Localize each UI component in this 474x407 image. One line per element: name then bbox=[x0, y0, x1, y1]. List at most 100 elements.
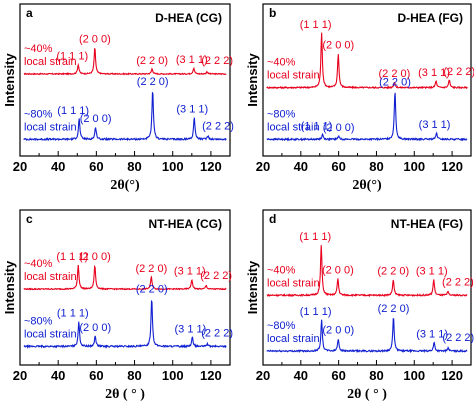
peak-label: (2 2 2) bbox=[200, 270, 232, 282]
strain-value-label: ~80% bbox=[267, 320, 296, 332]
x-tick-label: 20 bbox=[256, 368, 270, 383]
strain-text-label: local strain bbox=[24, 121, 77, 133]
peak-label: (1 1 1) bbox=[56, 51, 88, 63]
panel-title: NT-HEA (CG) bbox=[148, 217, 222, 231]
peak-label: (2 2 2) bbox=[201, 55, 233, 67]
peak-label: (2 2 0) bbox=[378, 303, 410, 315]
peak-label: (2 0 0) bbox=[79, 34, 111, 46]
peak-label: (2 2 0) bbox=[136, 55, 168, 67]
peak-label: (3 1 1) bbox=[174, 323, 206, 335]
y-axis-label: Intensity bbox=[245, 260, 260, 314]
panel-letter: b bbox=[269, 6, 276, 20]
peak-label: (2 2 2) bbox=[442, 332, 474, 344]
x-tick-label: 120 bbox=[200, 159, 222, 174]
peak-label: (3 1 1) bbox=[176, 54, 208, 66]
plot-frame bbox=[19, 209, 231, 366]
plot-frame bbox=[19, 3, 231, 157]
peak-label: (2 2 0) bbox=[136, 284, 168, 296]
peak-label: (1 1 1) bbox=[300, 306, 332, 318]
peak-label: (2 2 0) bbox=[137, 76, 169, 88]
peak-label: (3 1 1) bbox=[419, 119, 451, 131]
x-tick-label: 60 bbox=[331, 159, 345, 174]
x-tick-label: 40 bbox=[51, 159, 65, 174]
x-tick-label: 80 bbox=[127, 368, 141, 383]
panel-c: 20 40 60 80 100 120 2θ ( ° ) Intensity c NT-HEA (… bbox=[2, 209, 233, 402]
peak-label: (2 2 2) bbox=[442, 276, 474, 288]
strain-value-label: ~80% bbox=[24, 315, 53, 327]
panel-a: 20 40 60 80 100 120 2θ(°) Intensity a D-HEA (CG) ~… bbox=[2, 3, 234, 193]
x-tick-label: 80 bbox=[369, 159, 383, 174]
peak-label: (2 2 2) bbox=[202, 120, 234, 132]
series-line bbox=[23, 92, 227, 142]
plot-frame bbox=[262, 3, 472, 157]
x-tick-label: 120 bbox=[441, 159, 463, 174]
peak-label: (2 2 2) bbox=[443, 66, 474, 78]
x-axis-label: 2θ(°) bbox=[352, 178, 382, 193]
peak-label: (2 2 0) bbox=[379, 77, 411, 89]
strain-text-label: local strain bbox=[267, 277, 320, 289]
strain-text-label: local strain bbox=[267, 70, 320, 82]
series-line bbox=[266, 32, 468, 90]
x-tick-label: 120 bbox=[200, 368, 222, 383]
series-line bbox=[266, 245, 468, 298]
x-axis-label: 2θ ( ° ) bbox=[105, 387, 145, 402]
x-tick-label: 100 bbox=[403, 159, 425, 174]
x-tick-label: 100 bbox=[162, 159, 184, 174]
strain-value-label: ~40% bbox=[24, 258, 53, 270]
strain-value-label: ~80% bbox=[267, 108, 296, 120]
peak-label: (3 1 1) bbox=[174, 266, 206, 278]
panel-title: D-HEA (FG) bbox=[397, 11, 463, 25]
series-line bbox=[266, 92, 468, 142]
peak-label: (3 1 1) bbox=[176, 103, 208, 115]
peak-label: (2 0 0) bbox=[79, 322, 111, 334]
peak-label: (2 0 0) bbox=[79, 251, 111, 263]
x-tick-label: 40 bbox=[294, 159, 308, 174]
panel-title: D-HEA (CG) bbox=[155, 11, 222, 25]
x-tick-label: 100 bbox=[162, 368, 184, 383]
strain-value-label: ~40% bbox=[267, 57, 296, 69]
peak-label: (1 1 1) bbox=[57, 105, 89, 117]
peak-label: (3 1 1) bbox=[416, 266, 448, 278]
peak-label: (3 1 1) bbox=[418, 67, 450, 79]
panel-letter: c bbox=[26, 212, 33, 226]
peak-label: (2 0 0) bbox=[322, 265, 354, 277]
series-line bbox=[23, 299, 227, 349]
x-axis-label: 2θ(°) bbox=[110, 178, 140, 193]
panel-letter: d bbox=[269, 212, 276, 226]
peak-label: (2 0 0) bbox=[322, 40, 354, 52]
peak-label: (1 1 1) bbox=[299, 231, 331, 243]
x-tick-label: 40 bbox=[51, 368, 65, 383]
x-tick-label: 40 bbox=[294, 368, 308, 383]
peak-label: (1 1 1) bbox=[56, 251, 88, 263]
strain-text-label: local strain bbox=[24, 328, 77, 340]
x-tick-label: 60 bbox=[89, 159, 103, 174]
peak-label: (2 2 0) bbox=[135, 263, 167, 275]
series-line bbox=[23, 264, 227, 291]
peak-label: (2 2 0) bbox=[377, 266, 409, 278]
panel-d: 20 40 60 80 100 120 2θ ( ° ) Intensity d NT-HEA (… bbox=[245, 209, 474, 402]
series-line bbox=[23, 48, 227, 76]
strain-text-label: local strain bbox=[24, 56, 77, 68]
peak-label: (2 2 2) bbox=[201, 327, 233, 339]
panel-letter: a bbox=[26, 6, 33, 20]
x-tick-label: 20 bbox=[256, 159, 270, 174]
panel-title: NT-HEA (FG) bbox=[391, 217, 463, 231]
strain-value-label: ~40% bbox=[267, 264, 296, 276]
x-tick-label: 80 bbox=[127, 159, 141, 174]
y-axis-label: Intensity bbox=[2, 53, 17, 107]
x-tick-label: 20 bbox=[13, 159, 27, 174]
peak-label: (1 1 1) bbox=[57, 308, 89, 320]
x-tick-label: 20 bbox=[13, 368, 27, 383]
panel-b: 20 40 60 80 100 120 2θ(°) Intensity b D-HEA (FG) ~… bbox=[245, 3, 474, 193]
strain-text-label: local strain bbox=[267, 333, 320, 345]
peak-label: (1 1 1) bbox=[300, 19, 332, 31]
series-line bbox=[266, 318, 468, 354]
peak-label: (2 0 0) bbox=[323, 122, 355, 134]
x-tick-label: 80 bbox=[369, 368, 383, 383]
x-tick-label: 60 bbox=[89, 368, 103, 383]
x-tick-label: 100 bbox=[403, 368, 425, 383]
strain-text-label: local strain bbox=[24, 271, 77, 283]
plot-frame bbox=[262, 209, 472, 366]
x-tick-label: 120 bbox=[441, 368, 463, 383]
